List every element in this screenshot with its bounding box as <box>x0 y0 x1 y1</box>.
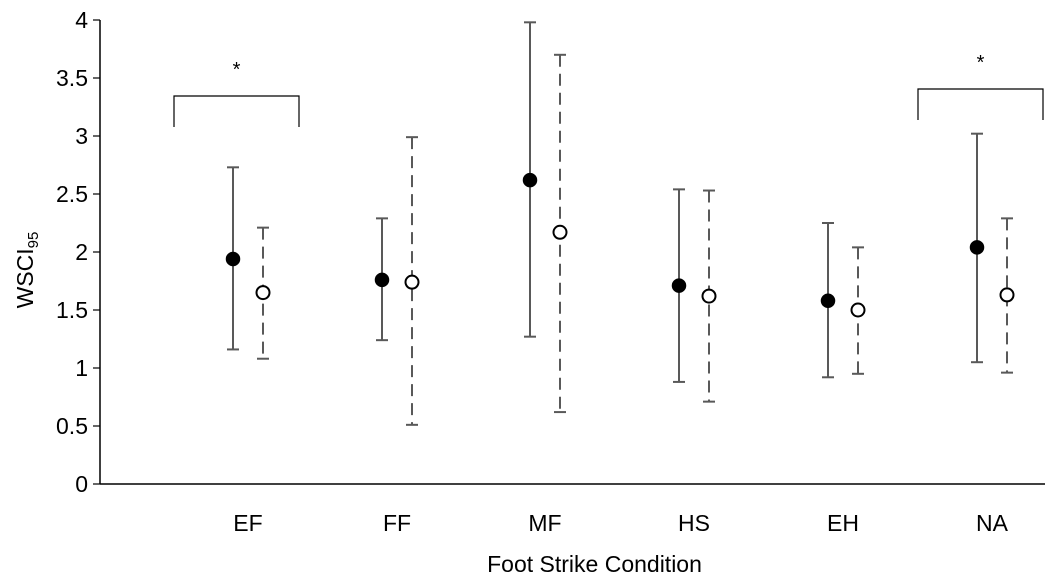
x-tick-label: EF <box>233 510 262 536</box>
x-tick-label: FF <box>383 510 411 536</box>
significance-bracket <box>917 88 1044 120</box>
significance-annotations: * * <box>173 52 1044 127</box>
y-axis-title: WSCI95 <box>12 232 42 309</box>
y-tick-label: 3 <box>75 123 88 149</box>
y-tick-label: 2 <box>75 239 88 265</box>
x-tick-label: HS <box>678 510 710 536</box>
data-point-open <box>701 288 717 304</box>
x-axis: EF FF MF HS EH NA <box>100 483 1045 536</box>
y-tick-label: 1.5 <box>56 297 88 323</box>
data-point-filled <box>225 251 241 267</box>
significance-label: * <box>977 52 985 74</box>
data-point-open <box>552 224 568 240</box>
data-point-open <box>850 302 866 318</box>
y-axis-title-subscript: 95 <box>25 232 42 249</box>
x-tick-label: EH <box>827 510 859 536</box>
y-tick-label: 0 <box>75 471 88 497</box>
x-tick-label: NA <box>976 510 1009 536</box>
error-bars <box>227 21 1013 426</box>
data-point-filled <box>820 293 836 308</box>
data-point-filled <box>969 240 985 255</box>
y-tick-label: 0.5 <box>56 413 88 439</box>
x-tick-label: MF <box>528 510 561 536</box>
data-markers <box>225 172 1015 318</box>
data-point-open <box>404 274 420 290</box>
data-point-open <box>255 285 271 301</box>
data-point-open <box>999 287 1015 303</box>
y-tick-label: 2.5 <box>56 181 88 207</box>
significance-bracket <box>173 95 300 127</box>
y-tick-label: 4 <box>75 7 88 33</box>
y-axis: 0 0.5 1 1.5 2 2.5 3 3.5 4 <box>56 7 101 497</box>
y-axis-title-main: WSCI <box>12 248 38 308</box>
y-tick-label: 3.5 <box>56 65 88 91</box>
data-point-filled <box>522 172 538 188</box>
y-tick-label: 1 <box>75 355 88 381</box>
data-point-filled <box>671 278 687 293</box>
x-axis-title: Foot Strike Condition <box>487 551 702 577</box>
significance-label: * <box>233 59 241 81</box>
data-point-filled <box>374 272 390 288</box>
